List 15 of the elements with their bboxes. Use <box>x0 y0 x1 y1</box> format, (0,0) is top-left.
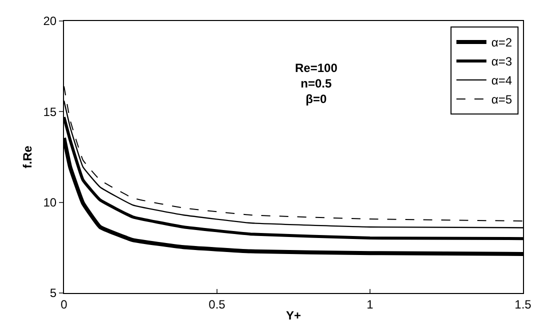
x-tick-label: 1.5 <box>514 297 532 312</box>
legend-label: α=3 <box>491 54 512 69</box>
y-tick-label: 15 <box>43 104 57 119</box>
y-tick-label: 5 <box>50 286 57 300</box>
annotation: Re=100 n=0.5 β=0 <box>295 61 338 106</box>
legend-label: α=5 <box>491 92 512 107</box>
x-tick-label: 0 <box>60 297 68 312</box>
y-tick-label: 20 <box>43 14 57 28</box>
legend-label: α=4 <box>491 74 512 88</box>
y-axis-title: f.Re <box>20 145 35 168</box>
x-axis-title: Y+ <box>286 308 302 322</box>
x-tick-label: 0.5 <box>208 297 226 312</box>
legend-label: α=2 <box>491 36 512 50</box>
y-tick-label: 10 <box>43 196 57 210</box>
x-tick-label: 1 <box>366 297 374 312</box>
